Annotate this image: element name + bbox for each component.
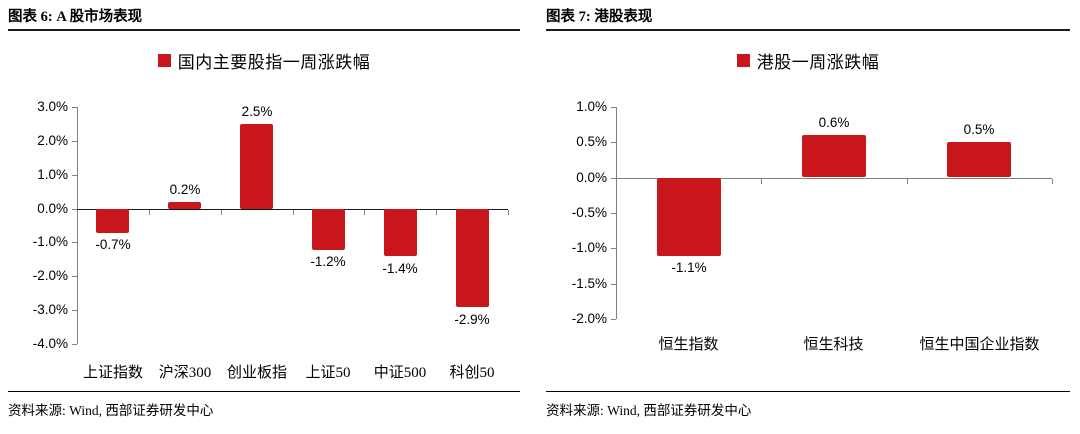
bar-value-label: 0.2% — [169, 182, 201, 197]
x-tick — [364, 209, 365, 215]
bar — [947, 142, 1011, 178]
bar — [802, 135, 866, 178]
legend: 国内主要股指一周涨跌幅 — [8, 50, 520, 72]
y-tick-label: -4.0% — [32, 336, 68, 351]
bar-value-label: 2.5% — [241, 104, 273, 119]
panel-a-share-market: 图表 6: A 股市场表现 国内主要股指一周涨跌幅 资料来源: Wind, 西部… — [8, 0, 520, 434]
title-rule — [546, 29, 1070, 31]
y-tick — [611, 107, 616, 108]
x-category-label: 恒生中国企业指数 — [919, 337, 1040, 353]
y-tick-label: -1.0% — [32, 234, 68, 250]
bar — [456, 208, 489, 307]
y-tick — [611, 319, 616, 320]
x-tick — [293, 209, 294, 215]
y-tick-label: 1.0% — [576, 99, 607, 114]
y-tick — [72, 140, 77, 142]
x-category-label: 上证指数 — [82, 365, 143, 381]
bar — [168, 201, 201, 209]
bar-value-label: 0.6% — [818, 115, 850, 130]
bar-value-label: -1.1% — [671, 260, 707, 275]
x-tick — [1052, 178, 1053, 184]
source-note: 资料来源: Wind, 西部证券研发中心 — [8, 403, 214, 418]
legend-label: 国内主要股指一周涨跌幅 — [177, 52, 371, 72]
legend-swatch — [736, 53, 750, 67]
y-tick-label: 0.0% — [576, 169, 607, 185]
y-tick-label: 0.0% — [37, 200, 68, 216]
bar-value-label: -0.7% — [95, 237, 131, 252]
source-rule — [546, 391, 1070, 392]
y-axis-line — [77, 107, 78, 344]
y-tick-label: -2.0% — [571, 311, 607, 326]
y-tick — [611, 248, 616, 250]
y-tick-label: -1.0% — [571, 240, 607, 256]
y-tick-label: 3.0% — [37, 99, 68, 114]
x-category-label: 科创50 — [449, 365, 495, 381]
bar-value-label: -1.4% — [382, 261, 418, 276]
y-tick — [72, 310, 77, 312]
y-tick — [72, 174, 77, 176]
legend-label: 港股一周涨跌幅 — [756, 52, 880, 72]
bar — [96, 208, 129, 233]
y-tick-label: -1.5% — [571, 275, 607, 291]
y-tick-label: 1.0% — [37, 166, 68, 182]
bar-value-label: 0.5% — [963, 122, 995, 137]
bar — [384, 208, 417, 256]
y-tick-label: 0.5% — [576, 134, 607, 150]
bar — [657, 177, 721, 256]
title-rule — [8, 29, 520, 31]
zero-axis-line — [616, 177, 1052, 179]
x-tick — [508, 209, 509, 215]
y-tick — [72, 276, 77, 278]
x-category-label: 沪深300 — [158, 365, 212, 381]
x-category-label: 中证500 — [373, 365, 427, 381]
y-tick — [611, 213, 616, 214]
chart-title: 图表 7: 港股表现 — [546, 9, 653, 25]
y-axis-line — [616, 107, 617, 319]
x-tick — [436, 209, 437, 215]
x-tick — [907, 178, 908, 184]
x-tick — [761, 178, 762, 184]
legend-swatch — [157, 53, 171, 67]
y-tick-label: 2.0% — [37, 132, 68, 148]
legend: 港股一周涨跌幅 — [546, 50, 1070, 72]
y-tick-label: -3.0% — [32, 302, 68, 318]
chart-title: 图表 6: A 股市场表现 — [8, 9, 143, 25]
bar-value-label: -1.2% — [310, 254, 346, 269]
y-tick — [72, 107, 77, 108]
y-tick — [611, 142, 616, 144]
x-category-label: 上证50 — [305, 365, 351, 381]
bar-value-label: -2.9% — [454, 312, 490, 327]
y-tick — [611, 177, 616, 179]
y-tick — [611, 283, 616, 285]
y-tick — [72, 242, 77, 244]
y-tick — [72, 344, 77, 345]
y-tick-label: -2.0% — [32, 268, 68, 284]
x-category-label: 恒生指数 — [658, 337, 719, 353]
y-tick — [72, 208, 77, 210]
bar — [312, 208, 345, 250]
x-category-label: 创业板指 — [226, 365, 287, 381]
source-note: 资料来源: Wind, 西部证券研发中心 — [546, 403, 752, 418]
zero-axis-line — [77, 208, 508, 210]
y-tick-label: -0.5% — [571, 205, 607, 220]
x-tick — [221, 209, 222, 215]
panel-hk-market: 图表 7: 港股表现 港股一周涨跌幅 资料来源: Wind, 西部证券研发中心 … — [546, 0, 1070, 434]
x-tick — [149, 209, 150, 215]
bar — [240, 123, 273, 209]
source-rule — [8, 391, 520, 392]
x-category-label: 恒生科技 — [803, 337, 864, 353]
